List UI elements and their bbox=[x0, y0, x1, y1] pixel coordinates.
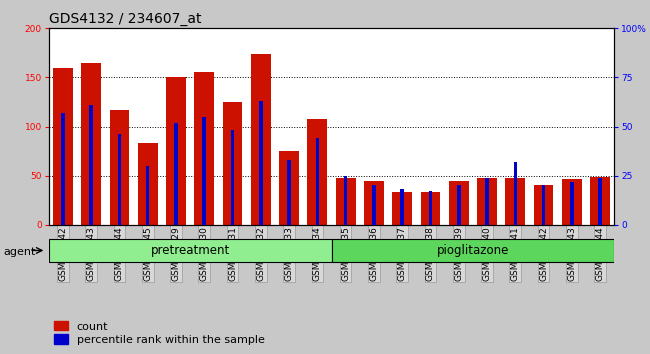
Bar bbox=[174, 122, 177, 225]
FancyBboxPatch shape bbox=[49, 239, 332, 262]
Bar bbox=[223, 102, 242, 225]
Bar bbox=[90, 105, 93, 225]
Bar bbox=[364, 181, 384, 225]
Bar bbox=[138, 143, 157, 225]
Bar bbox=[562, 179, 582, 225]
Bar bbox=[194, 72, 214, 225]
Bar bbox=[146, 166, 150, 225]
Bar bbox=[542, 185, 545, 225]
Bar bbox=[486, 178, 489, 225]
Bar bbox=[477, 178, 497, 225]
Bar bbox=[61, 113, 64, 225]
Bar bbox=[231, 131, 234, 225]
Bar bbox=[400, 189, 404, 225]
Bar bbox=[372, 185, 376, 225]
Bar bbox=[457, 185, 460, 225]
Bar bbox=[393, 192, 412, 225]
Bar bbox=[336, 178, 356, 225]
Bar bbox=[259, 101, 263, 225]
Bar bbox=[344, 176, 347, 225]
Bar bbox=[421, 192, 440, 225]
Bar bbox=[449, 181, 469, 225]
Text: pretreatment: pretreatment bbox=[151, 244, 229, 257]
Text: GDS4132 / 234607_at: GDS4132 / 234607_at bbox=[49, 12, 202, 27]
Bar bbox=[81, 63, 101, 225]
Bar bbox=[307, 119, 327, 225]
Bar bbox=[590, 177, 610, 225]
Text: agent: agent bbox=[3, 247, 36, 257]
Bar bbox=[118, 135, 121, 225]
Text: pioglitazone: pioglitazone bbox=[437, 244, 509, 257]
Legend: count, percentile rank within the sample: count, percentile rank within the sample bbox=[55, 321, 265, 345]
Bar bbox=[280, 151, 299, 225]
Bar bbox=[203, 117, 206, 225]
Bar bbox=[110, 110, 129, 225]
Bar bbox=[534, 185, 553, 225]
Bar bbox=[166, 78, 186, 225]
Bar bbox=[429, 192, 432, 225]
Bar bbox=[251, 54, 270, 225]
Bar bbox=[599, 178, 602, 225]
FancyBboxPatch shape bbox=[332, 239, 614, 262]
Bar bbox=[287, 160, 291, 225]
Bar bbox=[506, 178, 525, 225]
Bar bbox=[316, 138, 319, 225]
Bar bbox=[53, 68, 73, 225]
Bar bbox=[514, 162, 517, 225]
Bar bbox=[570, 182, 573, 225]
